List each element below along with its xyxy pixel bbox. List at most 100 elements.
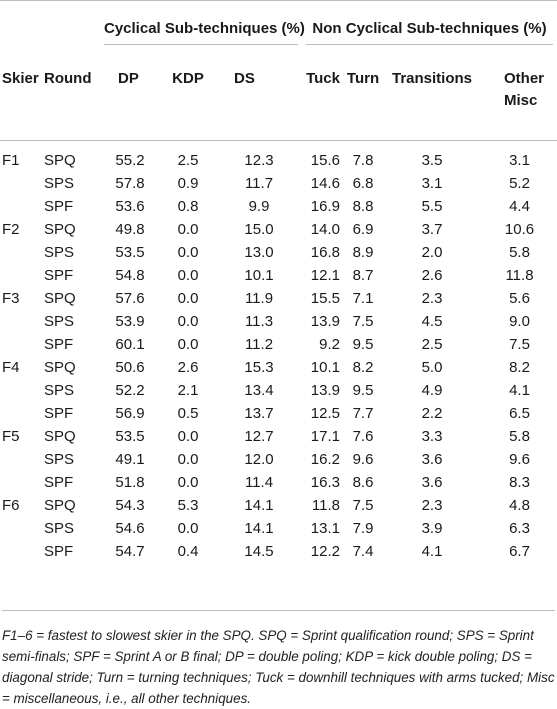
cell-tuck: 14.0 [310, 221, 340, 238]
cell-dp: 54.7 [115, 543, 145, 560]
cell-other-misc: 9.6 [509, 451, 530, 468]
cell-other-misc: 6.3 [509, 520, 530, 537]
cell-tuck: 16.2 [310, 451, 340, 468]
table-row: F1 SPQ 55.2 2.5 12.3 15.6 7.8 3.5 3.1 [0, 141, 557, 173]
cell-turn: 7.4 [352, 543, 374, 560]
table-row: SPF 51.8 0.0 11.4 16.3 8.6 3.6 8.3 [0, 471, 557, 494]
cell-ds: 13.4 [244, 382, 274, 399]
cell-round: SPF [44, 474, 74, 491]
cell-dp: 49.8 [115, 221, 145, 238]
cell-kdp: 2.5 [177, 152, 199, 169]
col-header-other-misc: Other Misc [482, 62, 557, 141]
cell-transitions: 2.2 [421, 405, 443, 422]
cell-ds: 12.7 [244, 428, 274, 445]
table-row: SPF 54.8 0.0 10.1 12.1 8.7 2.6 11.8 [0, 264, 557, 287]
cell-kdp: 0.0 [177, 313, 199, 330]
table-row: F2 SPQ 49.8 0.0 15.0 14.0 6.9 3.7 10.6 [0, 218, 557, 241]
table-row: F3 SPQ 57.6 0.0 11.9 15.5 7.1 2.3 5.6 [0, 287, 557, 310]
cell-transitions: 5.5 [421, 198, 443, 215]
cell-tuck: 16.3 [310, 474, 340, 491]
table-row: SPF 53.6 0.8 9.9 16.9 8.8 5.5 4.4 [0, 195, 557, 218]
cell-skier [0, 402, 44, 425]
cell-dp: 54.8 [115, 267, 145, 284]
col-header-tuck: Tuck [302, 62, 344, 141]
cell-dp: 54.6 [115, 520, 145, 537]
cell-dp: 56.9 [115, 405, 145, 422]
cell-transitions: 2.6 [421, 267, 443, 284]
cell-kdp: 0.0 [177, 221, 199, 238]
table-footnote: F1–6 = fastest to slowest skier in the S… [2, 610, 555, 709]
table-body: F1 SPQ 55.2 2.5 12.3 15.6 7.8 3.5 3.1 SPS 57.8 0.9 1… [0, 141, 557, 564]
cell-turn: 7.6 [352, 428, 374, 445]
cell-other-misc: 3.1 [509, 152, 530, 169]
cell-ds: 14.1 [244, 520, 274, 537]
cell-ds: 13.0 [244, 244, 274, 261]
cell-other-misc: 11.8 [505, 267, 534, 284]
cell-turn: 7.5 [352, 313, 374, 330]
cell-tuck: 15.6 [310, 152, 340, 169]
cell-tuck: 15.5 [310, 290, 340, 307]
cell-tuck: 12.2 [310, 543, 340, 560]
cell-turn: 9.6 [352, 451, 374, 468]
cell-tuck: 10.1 [310, 359, 340, 376]
cell-tuck: 17.1 [310, 428, 340, 445]
cell-ds: 9.9 [248, 198, 270, 215]
cell-turn: 8.9 [352, 244, 374, 261]
cell-dp: 53.6 [115, 198, 145, 215]
cell-turn: 9.5 [352, 382, 374, 399]
cell-round: SPF [44, 198, 74, 215]
cell-other-misc: 8.2 [509, 359, 530, 376]
cell-ds: 14.1 [244, 497, 274, 514]
cell-ds: 11.4 [244, 474, 274, 491]
cell-transitions: 2.0 [421, 244, 443, 261]
cell-transitions: 2.3 [421, 290, 443, 307]
cell-skier: F4 [2, 359, 20, 376]
col-header-dp: DP [100, 62, 160, 141]
cell-round: SPQ [44, 152, 76, 169]
cell-kdp: 0.0 [177, 290, 199, 307]
cell-ds: 13.7 [244, 405, 274, 422]
col-header-kdp: KDP [160, 62, 216, 141]
cell-round: SPF [44, 267, 74, 284]
cell-turn: 8.6 [352, 474, 374, 491]
cell-skier: F2 [2, 221, 20, 238]
col-header-ds: DS [216, 62, 302, 141]
cell-skier [0, 195, 44, 218]
cell-skier [0, 448, 44, 471]
cell-other-misc: 5.8 [509, 244, 530, 261]
table-row: SPS 49.1 0.0 12.0 16.2 9.6 3.6 9.6 [0, 448, 557, 471]
cell-transitions: 4.5 [421, 313, 443, 330]
subtechniques-table: Cyclical Sub-techniques (%) Non Cyclical… [0, 0, 557, 564]
cell-kdp: 0.0 [177, 520, 199, 537]
cell-dp: 53.5 [115, 244, 145, 261]
cell-ds: 12.0 [244, 451, 274, 468]
cell-round: SPF [44, 405, 74, 422]
cell-skier [0, 241, 44, 264]
table-row: SPS 57.8 0.9 11.7 14.6 6.8 3.1 5.2 [0, 172, 557, 195]
cell-round: SPQ [44, 359, 76, 376]
cell-round: SPS [44, 175, 75, 192]
cell-kdp: 2.6 [177, 359, 199, 376]
cell-skier: F1 [2, 152, 20, 169]
col-header-transitions: Transitions [382, 62, 482, 141]
cell-tuck: 13.9 [310, 313, 340, 330]
cell-round: SPS [44, 313, 75, 330]
cell-tuck: 11.8 [311, 497, 340, 514]
cell-turn: 7.5 [352, 497, 374, 514]
cell-round: SPQ [44, 428, 76, 445]
cell-dp: 49.1 [115, 451, 145, 468]
cell-round: SPS [44, 382, 75, 399]
cell-skier [0, 540, 44, 563]
table-row: SPS 54.6 0.0 14.1 13.1 7.9 3.9 6.3 [0, 517, 557, 540]
cell-round: SPF [44, 336, 74, 353]
cell-tuck: 14.6 [310, 175, 340, 192]
col-header-skier: Skier [0, 62, 44, 141]
cell-other-misc: 5.2 [509, 175, 530, 192]
cell-dp: 60.1 [115, 336, 145, 353]
cell-transitions: 3.3 [421, 428, 443, 445]
cell-turn: 7.1 [352, 290, 374, 307]
cell-round: SPQ [44, 290, 76, 307]
cell-other-misc: 4.4 [509, 198, 530, 215]
cell-transitions: 4.1 [421, 543, 443, 560]
